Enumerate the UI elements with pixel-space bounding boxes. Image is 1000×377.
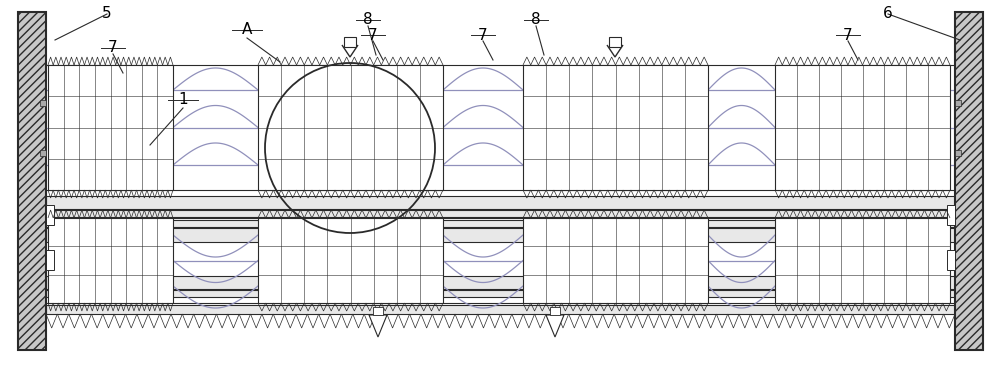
Bar — [48, 218, 173, 303]
Bar — [46, 196, 955, 209]
Bar — [40, 100, 46, 106]
Bar — [609, 37, 621, 47]
Bar — [947, 205, 955, 225]
Bar — [18, 12, 46, 350]
Text: 7: 7 — [368, 28, 378, 43]
Bar — [955, 100, 961, 106]
Text: 1: 1 — [178, 92, 188, 107]
Bar — [523, 218, 708, 303]
Bar — [46, 250, 54, 270]
Polygon shape — [369, 315, 387, 337]
Bar — [46, 210, 955, 217]
Text: 7: 7 — [843, 28, 853, 43]
Bar — [46, 290, 955, 297]
Bar — [955, 12, 983, 350]
Bar — [40, 150, 46, 155]
Bar — [46, 205, 54, 225]
Bar — [344, 37, 356, 47]
Text: 8: 8 — [531, 12, 541, 28]
Text: 7: 7 — [478, 28, 488, 43]
Text: 6: 6 — [883, 6, 893, 21]
Text: 8: 8 — [363, 12, 373, 28]
Bar — [46, 220, 955, 227]
Bar — [955, 150, 961, 155]
Text: A: A — [242, 23, 252, 37]
Text: 7: 7 — [108, 40, 118, 55]
Bar — [373, 307, 383, 315]
Bar — [550, 307, 560, 315]
Bar — [46, 276, 955, 289]
Bar — [46, 228, 955, 242]
Bar — [48, 65, 173, 190]
Bar — [775, 218, 950, 303]
Bar — [258, 218, 443, 303]
Text: 5: 5 — [102, 6, 112, 21]
Bar — [258, 65, 443, 190]
Bar — [947, 250, 955, 270]
Bar — [523, 65, 708, 190]
Bar — [46, 305, 955, 314]
Bar — [775, 65, 950, 190]
Polygon shape — [546, 315, 564, 337]
